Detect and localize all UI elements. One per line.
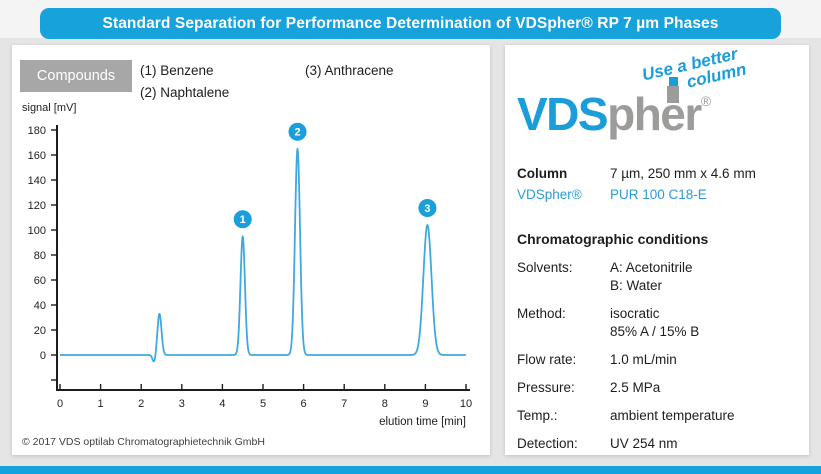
detection-value: UV 254 nm xyxy=(610,436,678,451)
page-title: Standard Separation for Performance Dete… xyxy=(102,14,719,32)
x-tick-label: 10 xyxy=(460,398,472,410)
x-tick-label: 3 xyxy=(179,398,185,410)
compounds-badge: Compounds xyxy=(20,60,132,92)
registered-mark: ® xyxy=(700,93,712,109)
footer-accent-bar xyxy=(0,466,821,474)
peak-marker xyxy=(418,199,437,217)
x-tick-label: 2 xyxy=(138,398,144,410)
column-model: PUR 100 C18-E xyxy=(610,187,707,202)
condition-row-solvents: Solvents: A: Acetonitrile B: Water xyxy=(517,260,693,293)
y-tick-label: 100 xyxy=(28,225,46,237)
x-tick-label: 1 xyxy=(98,398,104,410)
legend-item-anthracene: (3) Anthracene xyxy=(305,63,394,78)
condition-row-method: Method: isocratic 85% A / 15% B xyxy=(517,306,700,339)
info-card: Use a better column VDSpher® Column 7 µm… xyxy=(505,44,809,455)
y-tick-label: 180 xyxy=(28,125,46,137)
method-type: isocratic xyxy=(610,306,660,321)
x-tick-label: 5 xyxy=(260,398,266,410)
column-model-row: VDSpher® PUR 100 C18-E xyxy=(517,184,801,205)
x-tick-label: 4 xyxy=(219,398,225,410)
x-tick-label: 8 xyxy=(382,398,388,410)
chromatogram-card: Compounds (1) Benzene (2) Naphtalene (3)… xyxy=(12,45,490,455)
x-tick-label: 0 xyxy=(57,398,63,410)
legend-item-naphtalene: (2) Naphtalene xyxy=(140,85,230,100)
y-tick-label: 80 xyxy=(34,250,46,262)
copyright-note: © 2017 VDS optilab Chromatographietechni… xyxy=(22,436,265,448)
column-icon xyxy=(667,77,679,103)
condition-row-flowrate: Flow rate: 1.0 mL/min xyxy=(517,352,677,367)
signal-trace xyxy=(59,147,467,363)
column-spec-row: Column 7 µm, 250 mm x 4.6 mm xyxy=(517,163,801,184)
column-brand: VDSpher® xyxy=(517,187,582,202)
legend-item-benzene: (1) Benzene xyxy=(140,63,214,78)
y-tick-label: 0 xyxy=(40,350,46,362)
pressure-value: 2.5 MPa xyxy=(610,380,661,395)
method-ratio: 85% A / 15% B xyxy=(610,324,700,339)
logo-text-vds: VDS xyxy=(517,88,609,140)
solvent-b: B: Water xyxy=(610,278,663,293)
conditions-list: Solvents: A: Acetonitrile B: Water Metho… xyxy=(517,259,801,453)
column-label: Column xyxy=(517,166,568,181)
peak-marker-number: 2 xyxy=(294,127,300,139)
vdspher-logo: VDSpher® xyxy=(517,77,712,143)
compounds-badge-label: Compounds xyxy=(36,68,116,84)
conditions-title: Chromatographic conditions xyxy=(517,231,709,247)
title-banner: Standard Separation for Performance Dete… xyxy=(40,8,781,39)
y-tick-label: 160 xyxy=(28,150,46,162)
peak-marker xyxy=(233,210,252,229)
x-tick-label: 9 xyxy=(422,398,428,410)
logo-text-pher: pher xyxy=(607,88,702,140)
flow-rate-value: 1.0 mL/min xyxy=(610,352,677,367)
column-dimensions: 7 µm, 250 mm x 4.6 mm xyxy=(610,166,756,181)
y-tick-label: 20 xyxy=(34,325,46,337)
solvent-a: A: Acetonitrile xyxy=(610,260,693,275)
x-tick-label: 6 xyxy=(301,398,307,410)
y-tick-label: 140 xyxy=(28,175,46,187)
y-tick-label: 120 xyxy=(28,200,46,212)
temperature-value: ambient temperature xyxy=(610,408,735,423)
y-tick-label: 40 xyxy=(34,300,46,312)
x-axis-title: elution time [min] xyxy=(379,416,466,428)
peak-marker xyxy=(288,122,307,141)
y-tick-label: 60 xyxy=(34,275,46,287)
condition-row-temperature: Temp.: ambient temperature xyxy=(517,408,735,423)
specification-block: Column 7 µm, 250 mm x 4.6 mm VDSpher® PU… xyxy=(517,163,801,463)
chromatogram-plot: 0 20 40 60 80 100 120 140 160 180 0 1 2 3 4 5 6 7 8 9 10 1 2 3 xyxy=(28,122,472,410)
condition-row-pressure: Pressure: 2.5 MPa xyxy=(517,380,661,395)
peak-marker-number: 3 xyxy=(424,203,430,215)
peak-marker-number: 1 xyxy=(240,214,246,226)
y-axis-title: signal [mV] xyxy=(22,102,77,114)
x-tick-label: 7 xyxy=(341,398,347,410)
condition-row-detection: Detection: UV 254 nm xyxy=(517,436,678,451)
